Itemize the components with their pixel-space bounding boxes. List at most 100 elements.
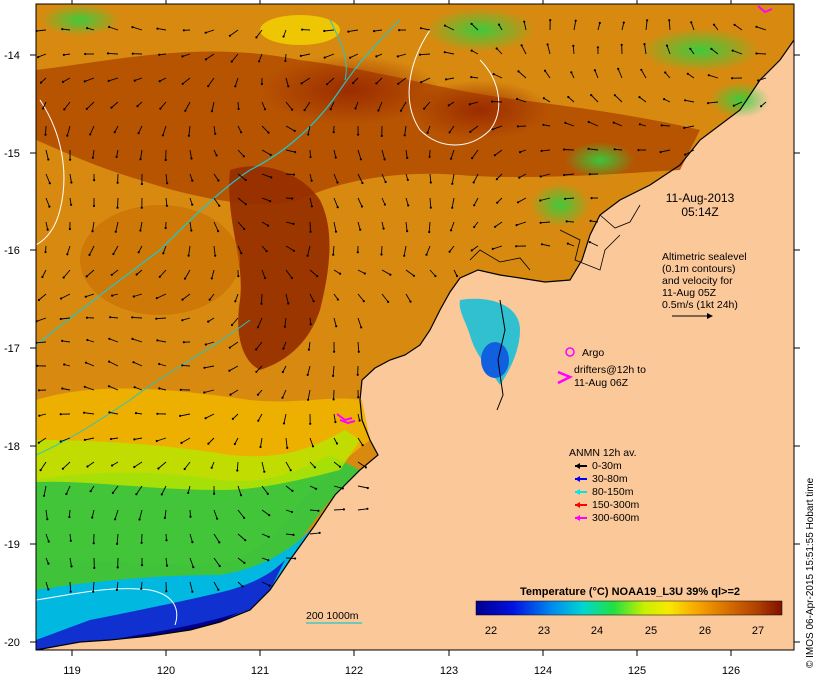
velocity-arrow-head	[112, 252, 115, 256]
velocity-arrow	[397, 53, 407, 57]
velocity-arrow-head	[268, 584, 271, 587]
velocity-arrow-head	[309, 155, 312, 159]
velocity-arrow-head	[361, 181, 364, 185]
velocity-arrow-head	[516, 97, 519, 101]
velocity-arrow-head	[542, 97, 546, 100]
velocity-arrow	[181, 437, 191, 444]
velocity-arrow	[89, 125, 95, 135]
velocity-arrow	[285, 221, 294, 225]
velocity-arrow	[333, 317, 337, 327]
velocity-arrow	[640, 69, 647, 79]
velocity-arrow	[713, 24, 719, 31]
velocity-arrow-head	[218, 204, 221, 207]
velocity-arrow	[184, 461, 191, 470]
velocity-arrow	[492, 245, 503, 250]
velocity-arrow-head	[311, 445, 315, 448]
velocity-arrow	[326, 77, 335, 85]
velocity-arrow-head	[638, 123, 642, 126]
velocity-arrow	[92, 221, 95, 232]
velocity-arrow	[237, 101, 240, 109]
colorbar-gradient	[475, 600, 783, 616]
velocity-arrow-head	[218, 541, 221, 544]
velocity-arrow	[109, 338, 119, 343]
altimetry-legend: Altimetric sealevel (0.1m contours) and …	[662, 251, 747, 319]
velocity-arrow-head	[312, 300, 315, 303]
velocity-arrow	[237, 533, 246, 541]
velocity-arrow-head	[48, 182, 51, 185]
velocity-arrow-head	[338, 465, 342, 468]
velocity-arrow	[39, 413, 47, 417]
velocity-arrow	[734, 24, 743, 31]
velocity-arrow	[541, 149, 551, 152]
velocity-arrow	[237, 173, 246, 181]
lon-label: 120	[157, 665, 175, 677]
velocity-arrow	[543, 97, 551, 103]
velocity-arrow-head	[38, 414, 41, 417]
velocity-arrow-head	[689, 47, 692, 50]
velocity-arrow-head	[546, 43, 549, 46]
velocity-arrow-head	[574, 19, 577, 22]
velocity-arrow	[139, 221, 143, 231]
velocity-arrow-head	[157, 467, 160, 470]
velocity-arrow-head	[234, 85, 237, 88]
velocity-arrow	[261, 485, 269, 495]
velocity-arrow-head	[161, 134, 164, 137]
velocity-arrow-head	[61, 28, 64, 31]
velocity-arrow-head	[93, 566, 96, 570]
velocity-arrow-head	[712, 23, 716, 26]
velocity-arrow-head	[113, 131, 116, 134]
velocity-arrow	[261, 125, 269, 133]
velocity-arrow	[139, 509, 143, 520]
velocity-arrow	[204, 389, 215, 393]
velocity-arrow	[69, 557, 72, 567]
velocity-arrow-head	[155, 317, 158, 320]
velocity-arrow	[309, 173, 313, 181]
velocity-arrow-head	[540, 149, 543, 152]
velocity-arrow-head	[406, 156, 409, 159]
velocity-arrow-head	[256, 326, 260, 329]
colorbar-tick: 25	[645, 625, 657, 637]
velocity-arrow-head	[240, 131, 243, 134]
velocity-arrow	[69, 173, 72, 183]
velocity-arrow-head	[707, 102, 710, 105]
velocity-arrow	[494, 221, 503, 228]
velocity-arrow-head	[207, 85, 210, 88]
velocity-arrow-head	[760, 105, 763, 108]
shelf-yellowgreen	[36, 430, 360, 490]
velocity-arrow-head	[217, 588, 220, 591]
velocity-arrow-head	[450, 157, 453, 160]
velocity-arrow-head	[491, 247, 494, 250]
anmn-item-label: 150-300m	[592, 499, 640, 511]
velocity-arrow-head	[163, 516, 166, 520]
velocity-arrow	[108, 26, 119, 31]
velocity-arrow-head	[445, 78, 448, 81]
velocity-arrow	[158, 461, 167, 469]
velocity-arrow-head	[566, 242, 570, 245]
velocity-arrow-head	[62, 276, 65, 279]
velocity-arrow-head	[732, 104, 735, 107]
velocity-arrow	[357, 461, 367, 468]
velocity-arrow	[63, 101, 71, 110]
velocity-arrow	[521, 45, 527, 55]
velocity-arrow	[229, 365, 239, 372]
velocity-arrow-head	[326, 83, 329, 86]
velocity-arrow	[547, 44, 551, 55]
velocity-arrow-head	[115, 155, 118, 158]
velocity-arrow	[590, 94, 599, 103]
velocity-arrow-head	[44, 133, 47, 136]
velocity-arrow-head	[684, 153, 687, 156]
altimetry-line: (0.1m contours)	[662, 263, 736, 275]
velocity-arrow	[645, 20, 648, 31]
velocity-arrow-head	[43, 494, 46, 497]
velocity-arrow-head	[70, 565, 73, 568]
velocity-arrow	[204, 365, 215, 369]
velocity-arrow	[469, 101, 479, 105]
velocity-arrow-head	[563, 173, 566, 177]
velocity-arrow-head	[85, 316, 89, 319]
velocity-arrow	[493, 73, 503, 79]
velocity-arrow-head	[89, 133, 92, 136]
velocity-arrow-head	[191, 179, 194, 182]
velocity-arrow	[180, 413, 191, 417]
velocity-arrow	[89, 245, 95, 256]
colorbar-tick: 24	[591, 625, 603, 637]
